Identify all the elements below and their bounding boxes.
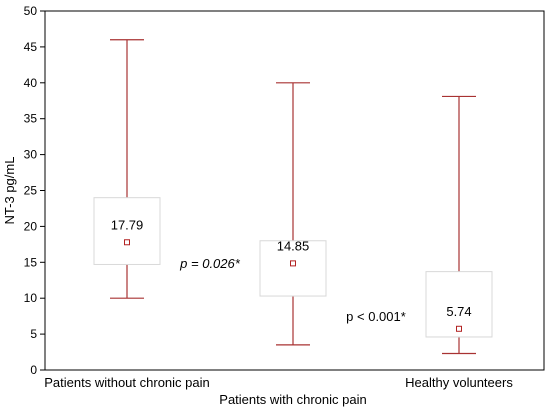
median-marker: [290, 260, 296, 267]
y-tick-label: 50: [24, 4, 38, 18]
y-tick-label: 10: [24, 291, 38, 305]
y-tick-label: 0: [30, 363, 37, 377]
x-axis-labels: Patients without chronic pain Patients wi…: [44, 375, 513, 407]
y-tick-label: 30: [24, 148, 38, 162]
box-group: 17.79: [93, 39, 161, 299]
y-tick-label: 45: [24, 40, 38, 54]
y-tick-label: 35: [24, 112, 38, 126]
x-category-label: Patients with chronic pain: [219, 392, 366, 407]
y-axis-label: NT-3 pg/mL: [2, 157, 17, 225]
median-marker: [456, 325, 462, 332]
box-series: 17.79 14.85 5.74: [93, 39, 493, 355]
p-value-annotation: p < 0.001*: [346, 309, 406, 324]
value-label: 17.79: [111, 217, 144, 232]
y-tick-label: 5: [30, 327, 37, 341]
iqr-box: [259, 240, 327, 297]
p-value-annotation: p = 0.026*: [179, 256, 241, 271]
value-label: 14.85: [277, 238, 310, 253]
value-label: 5.74: [446, 304, 471, 319]
box-group: 5.74: [425, 95, 493, 355]
y-axis: 0 5 10 15 20 25 30 35 40 45 50: [24, 4, 45, 377]
y-tick-label: 25: [24, 184, 38, 198]
annotations: p = 0.026* p < 0.001*: [179, 256, 406, 324]
x-category-label: Patients without chronic pain: [44, 375, 209, 390]
iqr-box: [93, 197, 161, 265]
median-marker: [124, 239, 130, 246]
y-tick-label: 20: [24, 219, 38, 233]
x-category-label: Healthy volunteers: [405, 375, 513, 390]
y-tick-label: 40: [24, 76, 38, 90]
y-tick-label: 15: [24, 255, 38, 269]
box-group: 14.85: [259, 82, 327, 346]
